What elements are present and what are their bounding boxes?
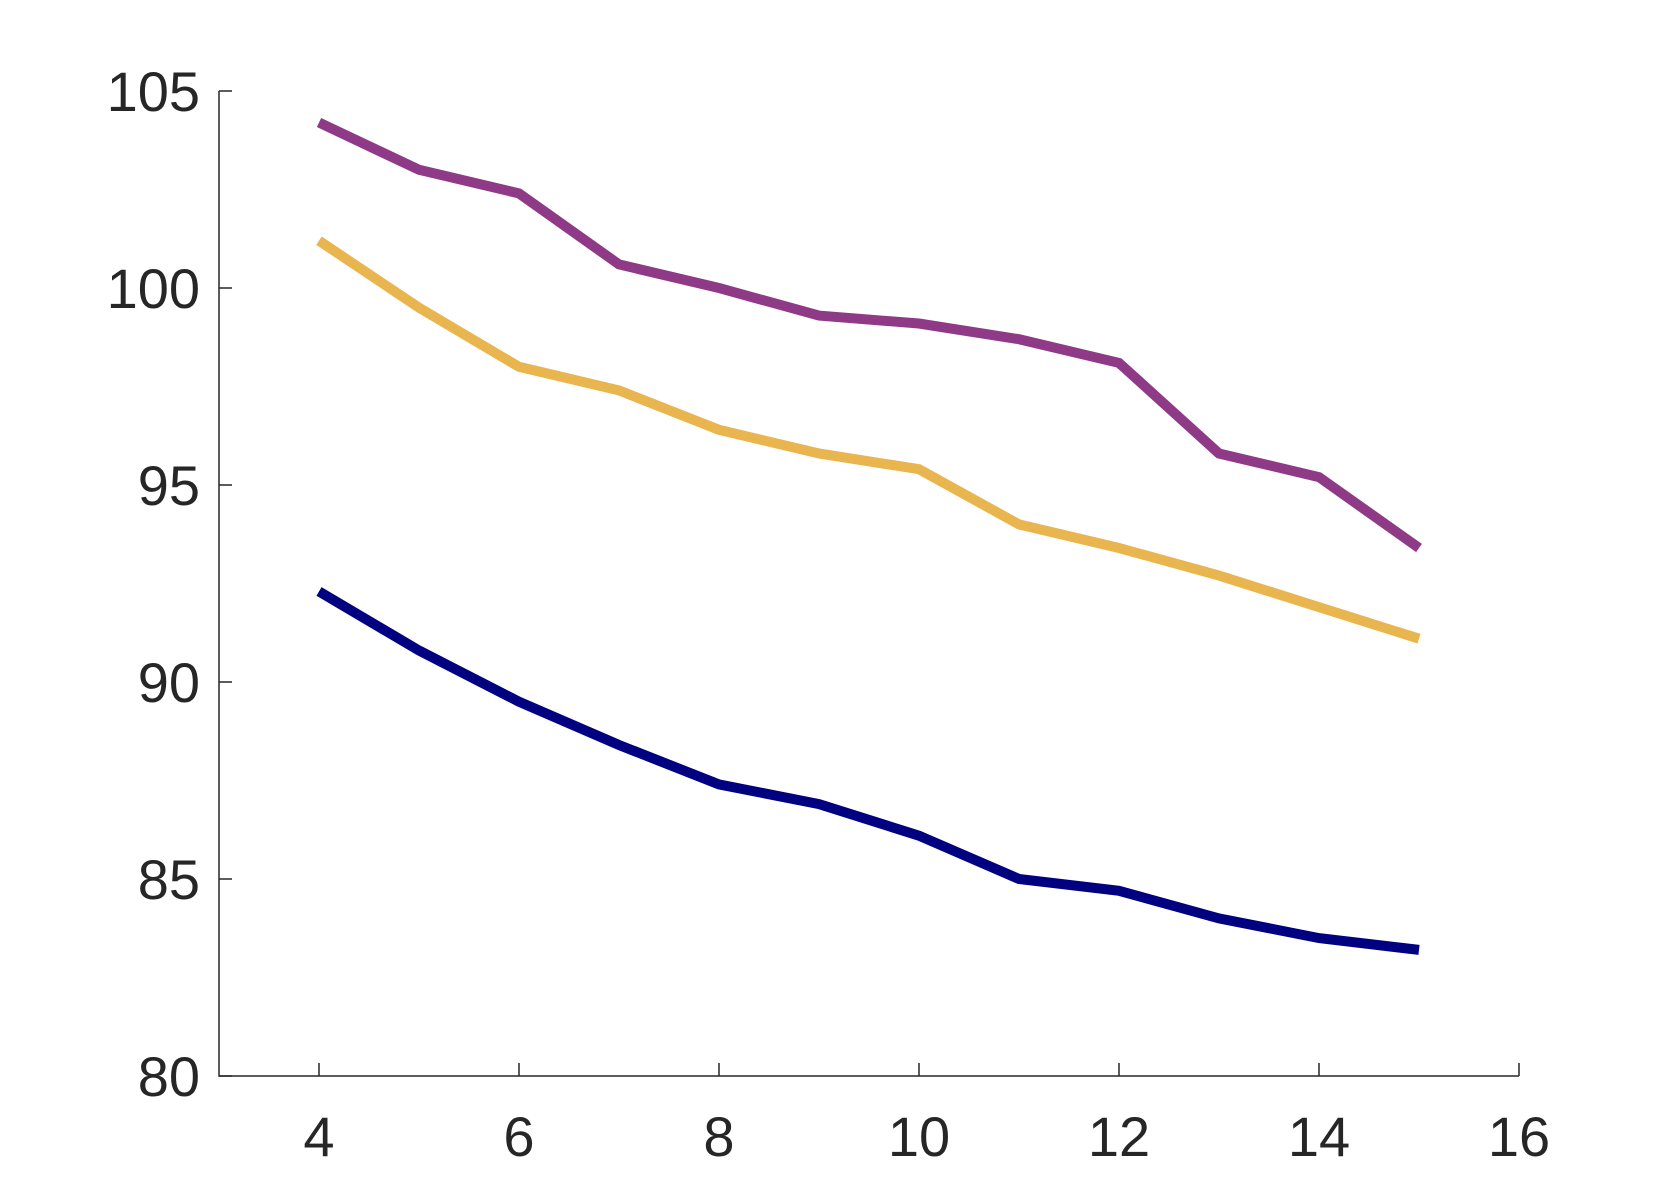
x-tick-label: 6 — [503, 1105, 534, 1168]
x-axis-ticks: 4 6 8 10 12 14 16 — [303, 1063, 1550, 1168]
x-tick-label: 10 — [888, 1105, 950, 1168]
y-tick-label: 105 — [107, 60, 200, 123]
x-tick-label: 12 — [1088, 1105, 1150, 1168]
y-tick-label: 100 — [107, 257, 200, 320]
y-tick-label: 80 — [138, 1045, 200, 1108]
series-line-1 — [316, 117, 1422, 553]
x-tick-label: 16 — [1488, 1105, 1550, 1168]
x-tick-label: 4 — [303, 1105, 334, 1168]
axis-lines — [218, 91, 1519, 1077]
y-tick-label: 90 — [138, 651, 200, 714]
series-line-3 — [316, 587, 1420, 955]
series-layer — [316, 117, 1422, 955]
y-tick-label: 95 — [138, 454, 200, 517]
x-tick-label: 14 — [1288, 1105, 1350, 1168]
series-line-2 — [316, 236, 1421, 644]
axes — [218, 91, 1519, 1077]
x-tick-label: 8 — [703, 1105, 734, 1168]
y-axis-ticks: 80 85 90 95 100 105 — [107, 60, 232, 1108]
y-tick-label: 85 — [138, 848, 200, 911]
